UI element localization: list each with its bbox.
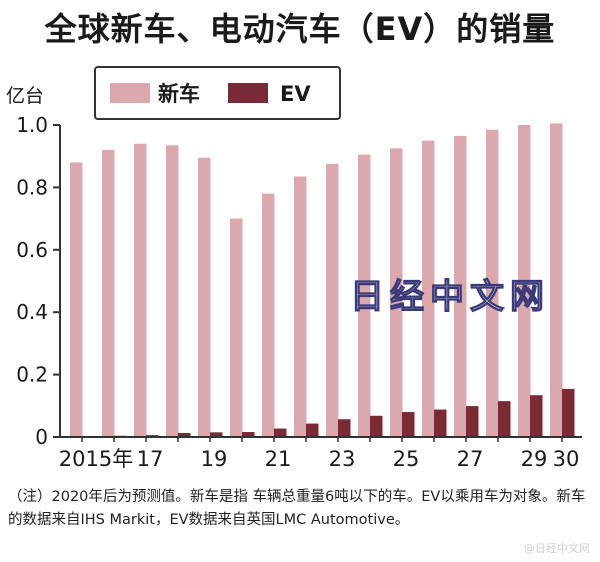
- ev-bar-2023: [338, 419, 351, 437]
- x-tick-label: 27: [457, 447, 484, 471]
- new-car-bar-2019: [198, 157, 211, 437]
- x-tick-label: 23: [329, 447, 356, 471]
- ev-bar-2029: [530, 395, 543, 437]
- new-car-bar-2018: [166, 145, 179, 437]
- ev-bar-2019: [210, 432, 223, 437]
- y-tick-label: 0.4: [16, 300, 48, 324]
- ev-bar-2030: [562, 388, 575, 437]
- new-car-bar-2023: [326, 164, 339, 437]
- new-car-bar-2022: [294, 176, 307, 438]
- ev-bar-2021: [274, 428, 287, 437]
- legend-swatch-new-car: [110, 83, 150, 103]
- legend-swatch-ev: [228, 83, 268, 103]
- new-car-bar-2025: [390, 148, 403, 437]
- legend: 新车 EV: [94, 66, 341, 120]
- new-car-bar-2021: [262, 193, 275, 437]
- y-tick-label: 0.8: [16, 175, 48, 199]
- new-car-bar-2028: [486, 129, 499, 437]
- x-tick-label: 29: [521, 447, 548, 471]
- x-tick-label: 19: [201, 447, 228, 471]
- x-tick-label: 21: [265, 447, 292, 471]
- x-tick-label: 25: [393, 447, 420, 471]
- ev-bar-2026: [434, 409, 447, 437]
- y-tick-label: 1.0: [16, 113, 48, 137]
- legend-box: [94, 66, 341, 120]
- new-car-bar-2016: [102, 149, 115, 437]
- footer-watermark: @日经中文网: [524, 542, 590, 555]
- chart-title: 全球新车、电动汽车（EV）的销量: [44, 10, 556, 48]
- ev-bar-2018: [178, 432, 191, 437]
- x-tick-label: 2015年: [59, 447, 133, 471]
- new-car-bar-2020: [230, 218, 243, 437]
- ev-bar-2022: [306, 423, 319, 437]
- y-axis-label: 亿台: [6, 85, 44, 107]
- ev-bar-2025: [402, 412, 415, 437]
- new-car-bar-2030: [550, 123, 563, 437]
- y-tick-label: 0.6: [16, 238, 48, 262]
- new-car-bar-2029: [518, 125, 531, 437]
- new-car-bar-2017: [134, 143, 147, 437]
- new-car-bar-2024: [358, 154, 371, 437]
- legend-label-new-car: 新车: [158, 82, 200, 106]
- new-car-bar-2015: [70, 162, 83, 437]
- ev-bar-2024: [370, 415, 383, 437]
- x-tick-label: 30: [553, 447, 580, 471]
- footnote: （注）2020年后为预测值。新车是指 车辆总重量6吨以下的车。EV以乘用车为对象…: [8, 489, 586, 528]
- bar-chart: 亿台 新车 EV 0 0.2 0.4 0.6 0.8 1.0 2015年 17 19 21 23 2…: [6, 66, 582, 471]
- ev-bar-2027: [466, 406, 479, 437]
- new-car-bar-2026: [422, 140, 435, 437]
- ev-bar-2028: [498, 401, 511, 437]
- legend-label-ev: EV: [280, 82, 311, 106]
- watermark: 日经中文网: [350, 277, 550, 317]
- ev-bar-2020: [242, 432, 255, 437]
- y-tick-label: 0.2: [16, 363, 48, 387]
- new-car-bar-2027: [454, 135, 467, 438]
- y-tick-label: 0: [35, 425, 48, 449]
- x-tick-label: 17: [137, 447, 164, 471]
